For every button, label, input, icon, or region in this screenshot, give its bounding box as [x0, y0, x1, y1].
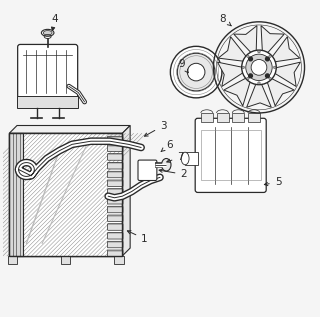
Circle shape	[247, 55, 249, 57]
Text: 2: 2	[159, 169, 187, 179]
Text: 4: 4	[52, 14, 58, 31]
Text: 1: 1	[127, 231, 148, 244]
Text: 7: 7	[167, 152, 184, 162]
Circle shape	[246, 54, 272, 81]
Bar	[23, 133, 108, 256]
FancyBboxPatch shape	[18, 44, 78, 98]
Text: 3: 3	[145, 121, 167, 136]
Text: 5: 5	[264, 177, 281, 187]
Bar	[185, 152, 198, 165]
FancyBboxPatch shape	[108, 163, 123, 169]
Polygon shape	[122, 126, 130, 256]
Circle shape	[258, 82, 260, 84]
Bar	[201, 113, 213, 122]
Ellipse shape	[43, 31, 52, 35]
Bar	[232, 113, 244, 122]
Circle shape	[266, 57, 269, 61]
Circle shape	[170, 46, 222, 98]
Circle shape	[266, 74, 269, 78]
FancyBboxPatch shape	[108, 197, 123, 204]
FancyBboxPatch shape	[108, 136, 123, 143]
Bar	[201, 130, 260, 180]
Bar	[17, 96, 78, 108]
FancyBboxPatch shape	[108, 206, 123, 213]
Bar	[217, 113, 228, 122]
FancyBboxPatch shape	[108, 224, 123, 230]
Bar	[9, 133, 23, 256]
Bar	[9, 133, 122, 256]
Bar	[248, 113, 260, 122]
FancyBboxPatch shape	[108, 154, 123, 160]
FancyBboxPatch shape	[108, 215, 123, 222]
Polygon shape	[218, 37, 247, 61]
Polygon shape	[234, 26, 257, 54]
Circle shape	[242, 50, 276, 85]
FancyBboxPatch shape	[138, 160, 157, 180]
FancyBboxPatch shape	[108, 145, 123, 152]
Ellipse shape	[181, 152, 189, 165]
Polygon shape	[247, 83, 271, 107]
Circle shape	[242, 66, 244, 69]
Circle shape	[249, 57, 252, 61]
Text: 8: 8	[220, 14, 231, 26]
FancyBboxPatch shape	[195, 118, 266, 192]
FancyBboxPatch shape	[108, 180, 123, 186]
Polygon shape	[267, 78, 294, 106]
FancyBboxPatch shape	[108, 241, 123, 248]
Circle shape	[269, 77, 271, 80]
Bar	[115, 256, 124, 264]
Circle shape	[247, 77, 249, 80]
Polygon shape	[9, 126, 130, 133]
Ellipse shape	[41, 29, 54, 36]
Circle shape	[187, 63, 205, 81]
FancyBboxPatch shape	[108, 250, 123, 256]
Bar	[9, 133, 122, 256]
Text: 6: 6	[161, 139, 173, 152]
Ellipse shape	[162, 158, 171, 171]
Polygon shape	[224, 78, 251, 106]
Circle shape	[251, 60, 267, 75]
Bar	[8, 256, 17, 264]
Circle shape	[177, 53, 215, 91]
Text: 9: 9	[179, 59, 188, 73]
Polygon shape	[261, 26, 284, 54]
Circle shape	[269, 55, 271, 57]
Circle shape	[258, 50, 260, 53]
Polygon shape	[274, 62, 300, 87]
FancyBboxPatch shape	[108, 189, 123, 195]
FancyBboxPatch shape	[108, 233, 123, 239]
Circle shape	[273, 66, 276, 69]
Polygon shape	[271, 37, 300, 62]
Polygon shape	[218, 62, 244, 87]
Circle shape	[249, 74, 252, 78]
FancyBboxPatch shape	[108, 171, 123, 178]
Bar	[61, 256, 70, 264]
